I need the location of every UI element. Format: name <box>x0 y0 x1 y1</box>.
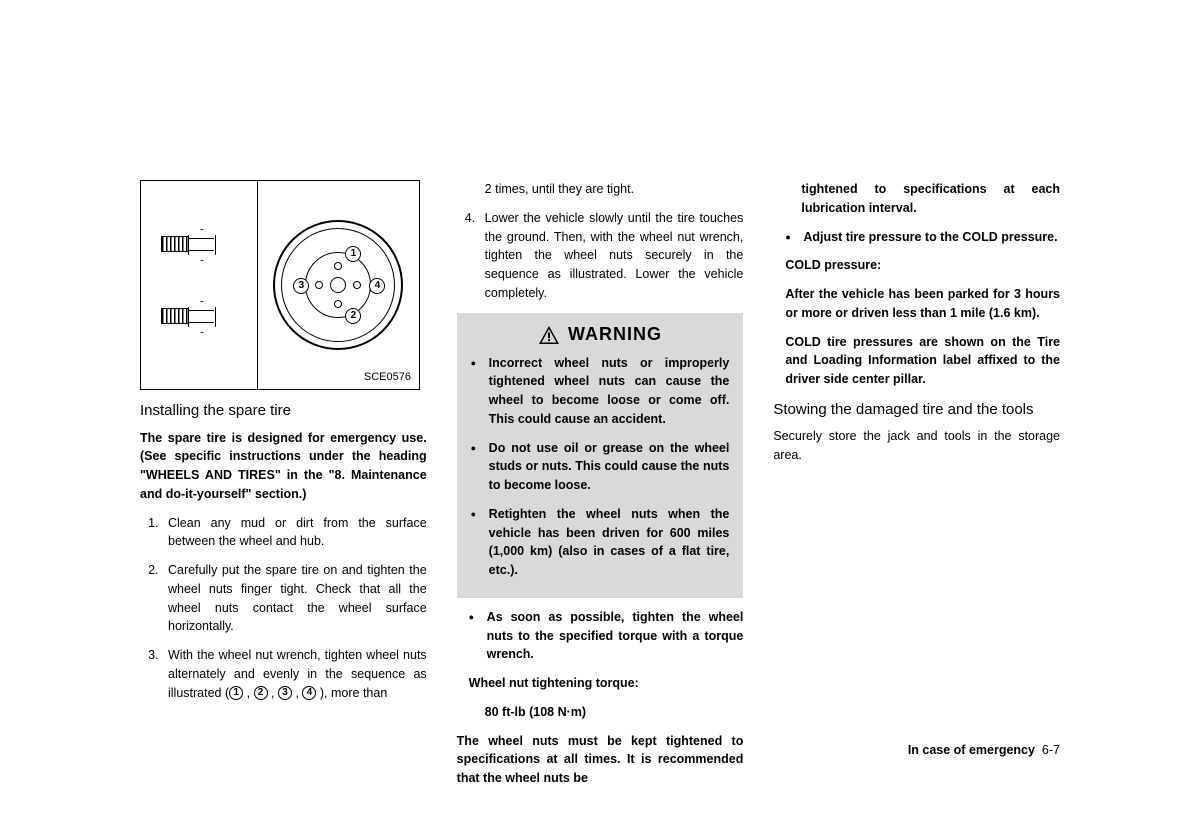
page-columns: 1 2 3 4 SCE0576 Installing the spare tir… <box>140 180 1060 798</box>
footer-page: 6-7 <box>1042 743 1060 757</box>
inline-seq-3: 3 <box>278 686 292 700</box>
closing-para: The wheel nuts must be kept tightened to… <box>457 732 744 788</box>
step-2: Carefully put the spare tire on and tigh… <box>162 561 427 636</box>
inline-seq-1: 1 <box>229 686 243 700</box>
column-3: tightened to specifications at each lubr… <box>773 180 1060 798</box>
inline-seq-2: 2 <box>254 686 268 700</box>
torque-value: 80 ft-lb (108 N·m) <box>485 703 744 722</box>
lugnut-top <box>161 229 214 259</box>
cold-label: COLD pressure: <box>785 256 1060 275</box>
col3-bullets: Adjust tire pressure to the COLD pressur… <box>773 228 1060 247</box>
warning-item-1: Incorrect wheel nuts or improperly tight… <box>471 354 730 429</box>
footer-section: In case of emergency <box>908 743 1035 757</box>
step-1: Clean any mud or dirt from the surface b… <box>162 514 427 552</box>
heading-installing: Installing the spare tire <box>140 400 427 423</box>
heading-stowing: Stowing the damaged tire and the tools <box>773 399 1060 422</box>
torque-label: Wheel nut tightening torque: <box>469 674 744 693</box>
warning-header: WARNING <box>471 321 730 348</box>
warning-title: WARNING <box>568 324 662 344</box>
figure-left-panel <box>141 181 258 389</box>
figure-illustration: 1 2 3 4 SCE0576 <box>140 180 420 390</box>
step-4: Lower the vehicle slowly until the tire … <box>479 209 744 303</box>
column-1: 1 2 3 4 SCE0576 Installing the spare tir… <box>140 180 427 798</box>
warning-item-3: Retighten the wheel nuts when the vehicl… <box>471 505 730 580</box>
column-2: 2 times, until they are tight. Lower the… <box>457 180 744 798</box>
warning-list: Incorrect wheel nuts or improperly tight… <box>471 354 730 580</box>
intro-paragraph: The spare tire is designed for emergency… <box>140 429 427 504</box>
cold-desc: After the vehicle has been parked for 3 … <box>785 285 1060 323</box>
step-3-suffix: ), more than <box>320 686 387 700</box>
page-footer: In case of emergency 6-7 <box>908 743 1060 757</box>
warning-box: WARNING Incorrect wheel nuts or improper… <box>457 313 744 598</box>
warning-item-2: Do not use oil or grease on the wheel st… <box>471 439 730 495</box>
torque-bullet: As soon as possible, tighten the wheel n… <box>457 608 744 664</box>
step-3-prefix: With the wheel nut wrench, tighten wheel… <box>168 648 427 700</box>
warning-icon <box>538 325 560 345</box>
step-3-cont: 2 times, until they are tight. <box>485 180 744 199</box>
install-steps: Clean any mud or dirt from the surface b… <box>162 514 427 703</box>
figure-right-panel: 1 2 3 4 <box>258 181 419 389</box>
step-3: With the wheel nut wrench, tighten wheel… <box>162 646 427 702</box>
post-warning-list: As soon as possible, tighten the wheel n… <box>457 608 744 664</box>
inline-seq-4: 4 <box>302 686 316 700</box>
col3-cont: tightened to specifications at each lubr… <box>801 180 1060 218</box>
wheel-diagram: 1 2 3 4 <box>273 220 403 350</box>
cold-pressure-bullet: Adjust tire pressure to the COLD pressur… <box>773 228 1060 247</box>
lugnut-bottom <box>161 301 214 331</box>
figure-code: SCE0576 <box>364 369 419 386</box>
stowing-body: Securely store the jack and tools in the… <box>773 427 1060 465</box>
cold-info: COLD tire pressures are shown on the Tir… <box>785 333 1060 389</box>
install-steps-cont: Lower the vehicle slowly until the tire … <box>479 209 744 303</box>
